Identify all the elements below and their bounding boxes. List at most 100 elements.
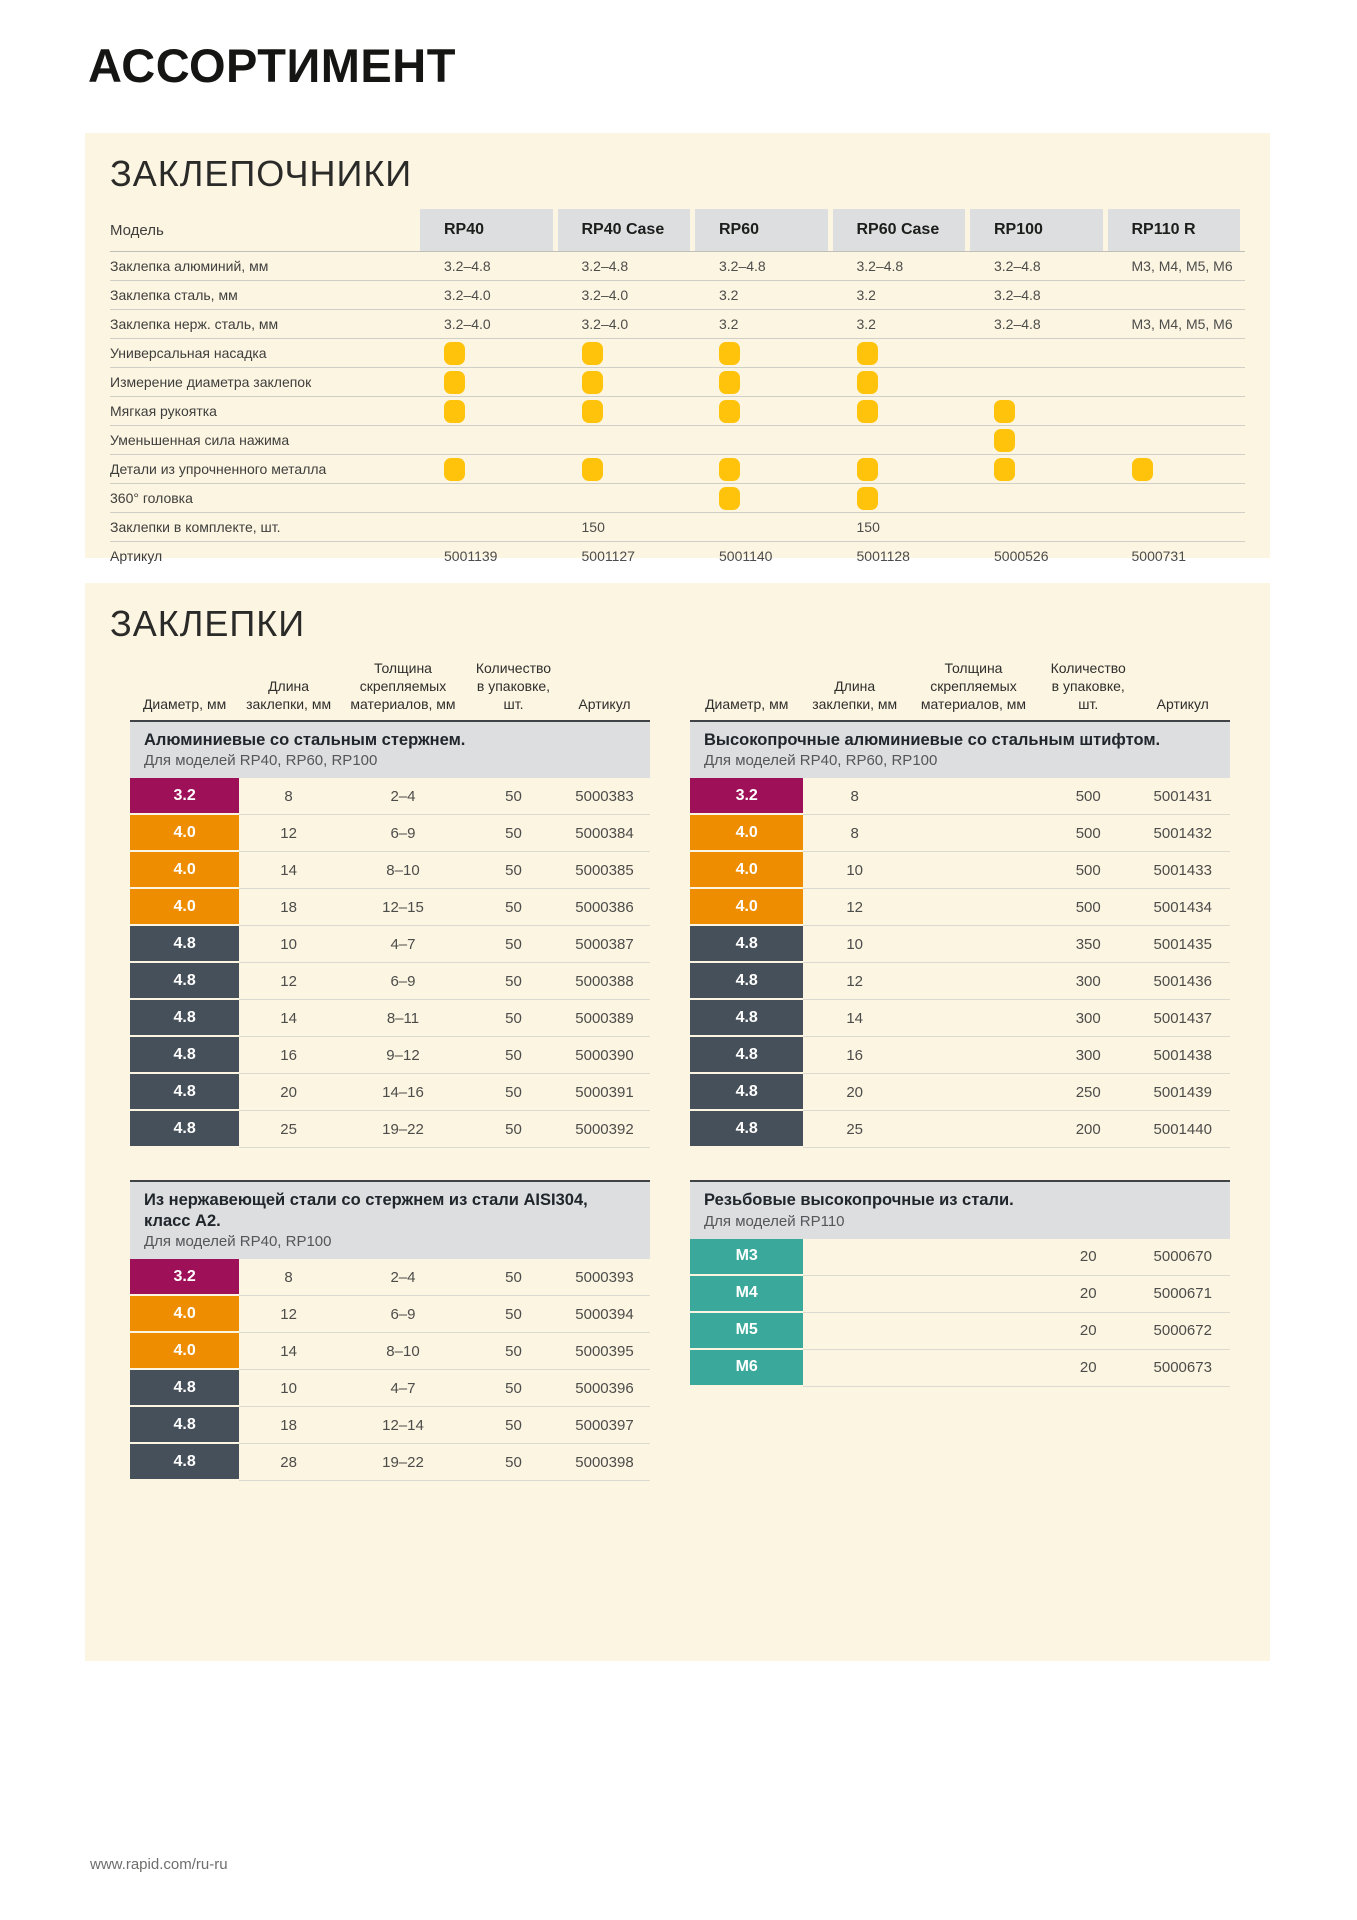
rivet-value-cell: 14 <box>803 1000 906 1038</box>
rivet-value-cell: 20 <box>1040 1239 1136 1276</box>
spec-value-cell <box>695 341 833 365</box>
rivet-value-cell: 8–10 <box>337 1333 468 1371</box>
spec-value-cell: 3.2 <box>856 287 876 303</box>
spec-value-cell: 3.2 <box>719 316 739 332</box>
rivet-value-cell: 50 <box>467 815 559 853</box>
rivet-value-cell: 50 <box>467 1370 559 1408</box>
rivet-value-cell: 5001433 <box>1135 852 1230 890</box>
rivet-value-cell: 5001436 <box>1135 963 1230 1001</box>
riveters-header-row: Модель RP40 RP40 Case RP60 RP60 Case RP100 RP1… <box>110 209 1245 252</box>
footer-url[interactable]: www.rapid.com/ru-ru <box>90 1856 228 1873</box>
spec-value-cell <box>420 399 558 423</box>
rivet-group-models: Для моделей RP40, RP100 <box>144 1233 332 1251</box>
rivet-value-cell: 4–7 <box>337 1370 468 1408</box>
rivet-value-cell: 300 <box>1040 1037 1136 1075</box>
rivet-value-cell: 5000383 <box>558 778 650 816</box>
rivet-value-cell: 50 <box>467 1000 559 1038</box>
rivet-table-aluminium-steel-core: Диаметр, мм Длина заклепки, мм Толщина скр… <box>130 659 650 1149</box>
rivet-value-cell: 5000389 <box>558 1000 650 1038</box>
spec-value-cell: 3.2–4.8 <box>719 258 766 274</box>
rivet-value-cell: 25 <box>239 1111 338 1149</box>
rivet-value-cell <box>803 1313 906 1350</box>
rivet-value-cell: 5000395 <box>558 1333 650 1371</box>
diameter-cell: 4.8 <box>130 1000 240 1038</box>
spec-value-cell: 150 <box>856 519 880 535</box>
rivet-value-cell <box>905 926 1041 964</box>
rivet-table-stainless-aisi304: Из нержавеющей стали со стержнем из стал… <box>130 1180 650 1482</box>
rivet-value-cell: 50 <box>467 1407 559 1445</box>
rivet-value-cell <box>905 1037 1041 1075</box>
rivet-value-cell: 5000672 <box>1135 1313 1230 1350</box>
spec-row: Уменьшенная сила нажима <box>110 426 1245 455</box>
rivet-value-cell: 5001435 <box>1135 926 1230 964</box>
check-icon <box>1131 457 1153 481</box>
rivet-group-band: Резьбовые высокопрочные из стали. Для мод… <box>690 1180 1230 1239</box>
rivet-row: M6 20 5000673 <box>690 1349 1230 1387</box>
rivet-value-cell: 12–15 <box>337 889 468 927</box>
diameter-cell: 4.8 <box>130 1111 240 1149</box>
check-icon <box>444 370 465 394</box>
rivet-value-cell: 5000394 <box>558 1296 650 1334</box>
diameter-cell: 4.8 <box>690 1000 804 1038</box>
rivet-row: 4.0 12 500 5001434 <box>690 889 1230 927</box>
rivet-value-cell: 9–12 <box>337 1037 468 1075</box>
rivet-value-cell: 500 <box>1040 815 1136 853</box>
rivet-value-cell <box>803 1239 906 1276</box>
diameter-cell: 4.0 <box>130 889 240 927</box>
spec-row-label: Измерение диаметра заклепок <box>110 374 312 390</box>
rivet-row: 4.0 14 8–10 50 5000395 <box>130 1333 650 1371</box>
spec-value-cell <box>695 399 833 423</box>
rivet-value-cell: 5000397 <box>558 1407 650 1445</box>
rivet-value-cell: 50 <box>467 1333 559 1371</box>
rivet-row: 4.0 14 8–10 50 5000385 <box>130 852 650 890</box>
rivet-col-header: Толщина скрепляемых материалов, мм <box>350 660 456 713</box>
rivet-value-cell: 20 <box>1040 1313 1136 1350</box>
spec-row: Заклепки в комплекте, шт. 150 150 <box>110 513 1245 542</box>
rivet-row: 4.0 10 500 5001433 <box>690 852 1230 890</box>
rivet-value-cell: 300 <box>1040 1000 1136 1038</box>
rivet-table-high-strength-aluminium: Диаметр, мм Длина заклепки, мм Толщина скр… <box>690 659 1230 1149</box>
spec-value-cell <box>970 457 1108 481</box>
check-icon <box>719 486 740 510</box>
rivet-row: 3.2 8 2–4 50 5000393 <box>130 1259 650 1297</box>
spec-row: Мягкая рукоятка <box>110 397 1245 426</box>
diameter-cell: 4.8 <box>130 1037 240 1075</box>
spec-value-cell: 5001140 <box>719 548 773 564</box>
spec-value-cell: 3.2 <box>719 287 739 303</box>
rivet-value-cell: 50 <box>467 963 559 1001</box>
diameter-cell: 4.8 <box>130 1444 240 1482</box>
diameter-cell: M4 <box>690 1275 804 1313</box>
rivet-value-cell: 50 <box>467 1074 559 1112</box>
diameter-cell: 4.8 <box>690 926 804 964</box>
spec-value-cell: 5001128 <box>856 548 910 564</box>
rivet-row: 4.8 12 6–9 50 5000388 <box>130 963 650 1001</box>
check-icon <box>444 341 465 365</box>
rivet-value-cell: 10 <box>239 926 338 964</box>
spec-row-label: Универсальная насадка <box>110 345 267 361</box>
model-column-header: RP40 <box>420 209 553 251</box>
spec-value-cell <box>558 399 696 423</box>
rivet-group-models: Для моделей RP110 <box>704 1212 845 1230</box>
spec-value-cell: 3.2–4.0 <box>444 316 491 332</box>
riveters-panel: ЗАКЛЕПОЧНИКИ Модель RP40 RP40 Case RP60 RP60… <box>85 133 1270 564</box>
rivet-row: 4.0 12 6–9 50 5000394 <box>130 1296 650 1334</box>
rivet-value-cell <box>803 1350 906 1387</box>
rivet-value-cell: 8 <box>803 778 906 816</box>
rivet-row: M3 20 5000670 <box>690 1238 1230 1276</box>
rivet-col-header: Артикул <box>578 696 631 713</box>
rivet-row: 4.8 14 300 5001437 <box>690 1000 1230 1038</box>
spec-value-cell: 5001139 <box>444 548 498 564</box>
rivet-value-cell <box>905 778 1041 816</box>
diameter-cell: 4.8 <box>130 963 240 1001</box>
rivet-group-band: Высокопрочные алюминиевые со стальным шт… <box>690 719 1230 779</box>
check-icon <box>994 399 1015 423</box>
rivet-value-cell: 5000392 <box>558 1111 650 1149</box>
rivet-value-cell: 5001437 <box>1135 1000 1230 1038</box>
rivet-value-cell: 5000388 <box>558 963 650 1001</box>
rivet-row: 4.8 28 19–22 50 5000398 <box>130 1444 650 1482</box>
check-icon <box>581 341 603 365</box>
rivet-value-cell <box>905 1000 1041 1038</box>
rivet-row: 4.8 16 300 5001438 <box>690 1037 1230 1075</box>
spec-value-cell: 3.2–4.8 <box>581 258 629 274</box>
rivet-column-headers: Диаметр, мм Длина заклепки, мм Толщина скр… <box>690 659 1230 720</box>
